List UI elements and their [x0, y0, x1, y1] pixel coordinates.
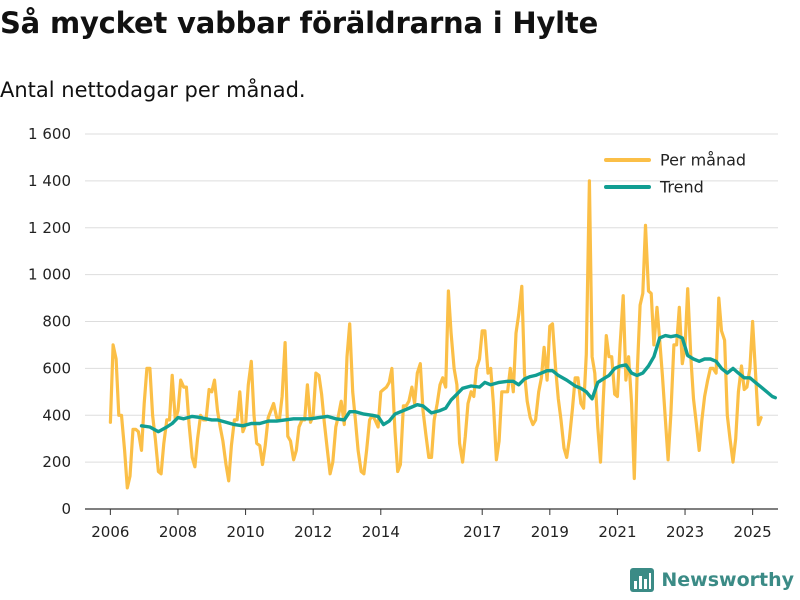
- x-tick-label: 2014: [362, 523, 400, 541]
- chart-subtitle: Antal nettodagar per månad.: [0, 78, 306, 102]
- x-tick-label: 2021: [598, 523, 636, 541]
- y-tick-label: 800: [42, 313, 71, 331]
- x-tick-label: 2012: [294, 523, 332, 541]
- x-tick-label: 2008: [159, 523, 197, 541]
- y-tick-label: 0: [61, 500, 71, 518]
- series-layer: [108, 179, 777, 490]
- brand-logo: Newsworthy: [629, 567, 794, 593]
- brand-name: Newsworthy: [661, 569, 794, 591]
- legend-label-monthly: Per månad: [660, 151, 746, 170]
- legend: Per månad Trend: [604, 151, 746, 197]
- x-tick-label: 2023: [666, 523, 704, 541]
- x-tick-label: 2025: [734, 523, 772, 541]
- x-tick-label: 2019: [531, 523, 569, 541]
- bar-chart-logo-icon: [630, 568, 655, 592]
- series-line-monthly: [108, 179, 763, 490]
- legend-label-trend: Trend: [659, 178, 704, 197]
- y-axis: 0 200 400 600 800 1 000 1 200 1 400 1 600: [28, 125, 71, 518]
- y-tick-label: 1 400: [28, 172, 71, 190]
- x-tick-label: 2010: [226, 523, 264, 541]
- chart-title: Så mycket vabbar föräldrarna i Hylte: [0, 6, 599, 40]
- series-line-trend: [139, 333, 777, 434]
- x-tick-label: 2006: [91, 523, 129, 541]
- y-tick-label: 1 600: [28, 125, 71, 143]
- y-tick-label: 400: [42, 406, 71, 424]
- y-tick-label: 200: [42, 453, 71, 471]
- x-tick-label: 2017: [463, 523, 501, 541]
- y-tick-label: 1 200: [28, 219, 71, 237]
- y-tick-label: 1 000: [28, 266, 71, 284]
- x-axis: 2006 2008 2010 2012 2014 2017 2019 2021 2023 2025: [91, 509, 772, 541]
- y-tick-label: 600: [42, 359, 71, 377]
